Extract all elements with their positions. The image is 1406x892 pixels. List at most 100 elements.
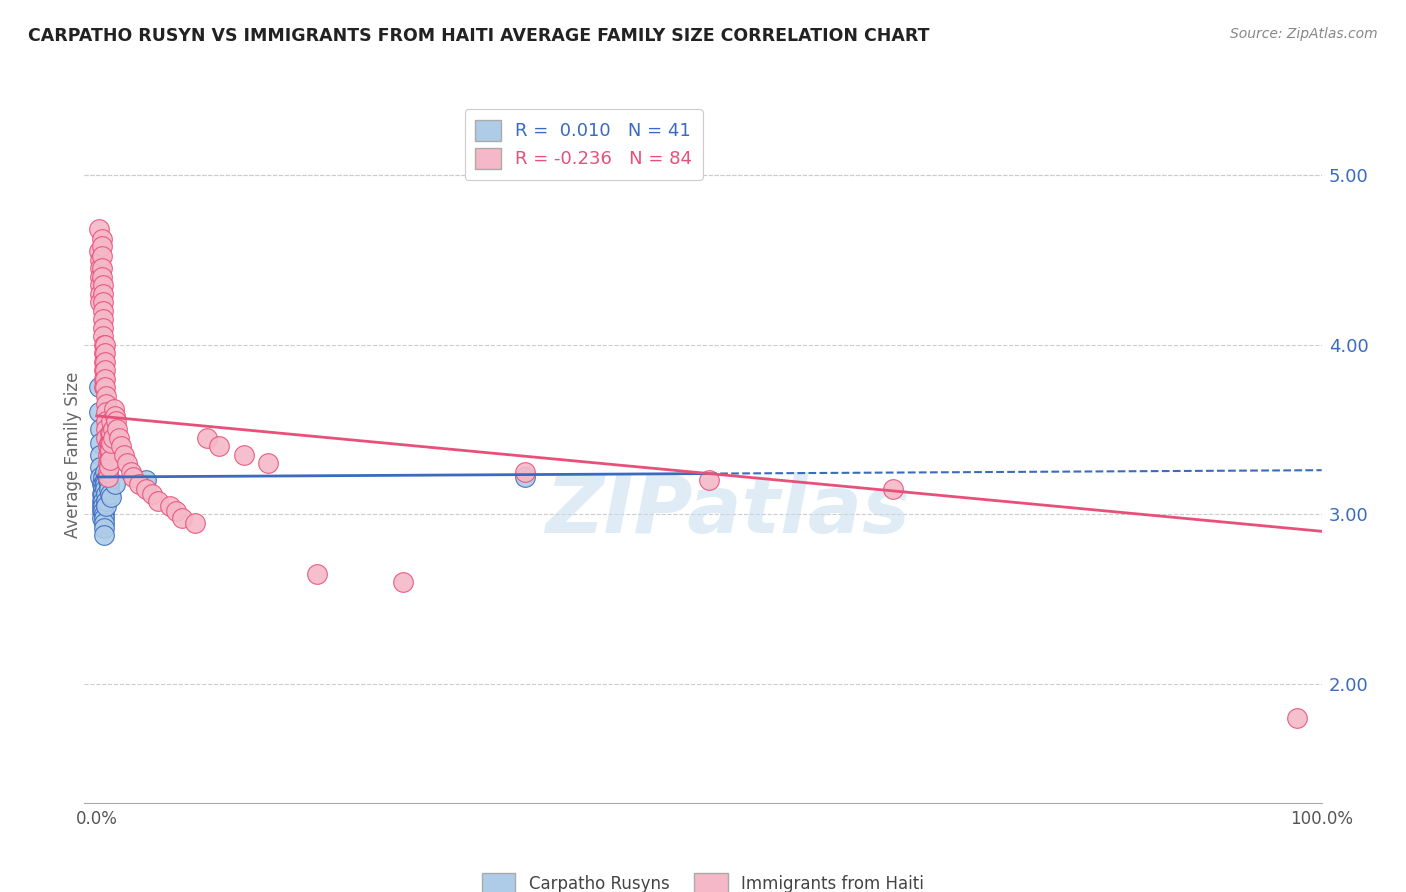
Point xyxy=(97,448,120,462)
Point xyxy=(94,363,117,377)
Point xyxy=(93,516,115,530)
Point xyxy=(90,261,112,276)
Point xyxy=(89,459,111,474)
Point xyxy=(98,442,121,457)
Point xyxy=(89,295,111,310)
Point xyxy=(89,286,111,301)
Point xyxy=(93,527,115,541)
Point xyxy=(105,414,128,428)
Point xyxy=(89,278,111,293)
Point xyxy=(141,487,163,501)
Point xyxy=(257,457,280,471)
Point xyxy=(107,422,129,436)
Point xyxy=(89,422,111,436)
Point xyxy=(91,499,114,513)
Point xyxy=(120,465,142,479)
Point xyxy=(101,431,124,445)
Point xyxy=(104,476,127,491)
Point xyxy=(97,470,120,484)
Point xyxy=(135,482,157,496)
Point xyxy=(94,346,117,360)
Point xyxy=(96,422,118,436)
Point xyxy=(90,239,112,253)
Text: Source: ZipAtlas.com: Source: ZipAtlas.com xyxy=(1230,27,1378,41)
Point xyxy=(90,269,112,284)
Point xyxy=(232,448,254,462)
Point xyxy=(87,405,110,419)
Point xyxy=(208,439,231,453)
Point xyxy=(392,575,415,590)
Point xyxy=(93,380,115,394)
Text: CARPATHO RUSYN VS IMMIGRANTS FROM HAITI AVERAGE FAMILY SIZE CORRELATION CHART: CARPATHO RUSYN VS IMMIGRANTS FROM HAITI … xyxy=(28,27,929,45)
Point xyxy=(97,474,120,488)
Point xyxy=(89,269,111,284)
Point xyxy=(94,380,117,394)
Point xyxy=(107,431,129,445)
Point xyxy=(100,414,122,428)
Point xyxy=(97,442,120,457)
Point xyxy=(97,457,120,471)
Point xyxy=(93,510,115,524)
Point xyxy=(91,303,114,318)
Point xyxy=(96,405,118,419)
Point xyxy=(93,371,115,385)
Point xyxy=(93,337,115,351)
Point xyxy=(91,476,114,491)
Point xyxy=(89,436,111,450)
Point xyxy=(97,439,120,453)
Point xyxy=(103,402,125,417)
Point xyxy=(112,448,135,462)
Point xyxy=(94,476,117,491)
Point xyxy=(90,504,112,518)
Point xyxy=(90,499,112,513)
Point xyxy=(91,278,114,293)
Point xyxy=(93,354,115,368)
Y-axis label: Average Family Size: Average Family Size xyxy=(65,372,82,538)
Point xyxy=(97,482,120,496)
Point xyxy=(98,453,121,467)
Point xyxy=(94,337,117,351)
Point xyxy=(172,510,194,524)
Point xyxy=(91,487,114,501)
Point xyxy=(101,422,124,436)
Point xyxy=(93,363,115,377)
Point xyxy=(91,286,114,301)
Point xyxy=(96,499,118,513)
Point xyxy=(97,436,120,450)
Point xyxy=(882,482,904,496)
Point xyxy=(100,491,122,505)
Point xyxy=(96,414,118,428)
Point xyxy=(91,504,114,518)
Point xyxy=(98,425,121,440)
Point xyxy=(90,476,112,491)
Point xyxy=(94,354,117,368)
Point xyxy=(146,493,169,508)
Point xyxy=(515,465,537,479)
Point xyxy=(90,487,112,501)
Point xyxy=(98,487,121,501)
Point xyxy=(90,232,112,246)
Point xyxy=(89,448,111,462)
Text: ZIPatlas: ZIPatlas xyxy=(546,472,910,549)
Point xyxy=(94,371,117,385)
Point xyxy=(97,470,120,484)
Point xyxy=(91,320,114,334)
Point xyxy=(100,425,122,440)
Point xyxy=(97,459,120,474)
Point xyxy=(87,222,110,236)
Point xyxy=(90,249,112,263)
Point xyxy=(159,499,181,513)
Point xyxy=(89,252,111,267)
Point xyxy=(90,510,112,524)
Point xyxy=(97,476,120,491)
Point xyxy=(91,470,114,484)
Point xyxy=(98,436,121,450)
Point xyxy=(96,431,118,445)
Point xyxy=(97,453,120,467)
Point xyxy=(97,465,120,479)
Point xyxy=(89,470,111,484)
Point xyxy=(96,487,118,501)
Point xyxy=(87,244,110,259)
Point xyxy=(87,380,110,394)
Point xyxy=(104,409,127,423)
